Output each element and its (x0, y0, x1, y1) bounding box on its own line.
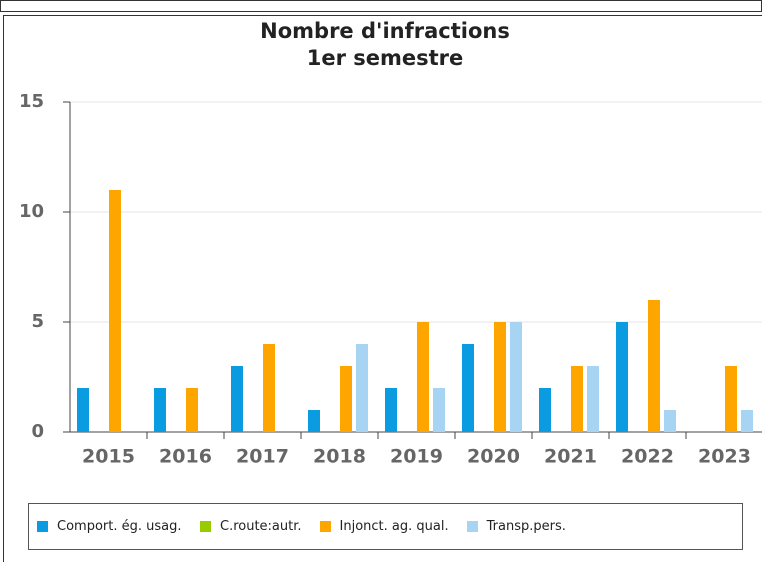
x-tick-label: 2021 (544, 446, 597, 468)
legend-label: Injonct. ag. qual. (339, 519, 449, 534)
top-frame (0, 0, 762, 12)
bar (433, 388, 445, 432)
bar (356, 344, 368, 432)
x-tick-label: 2023 (698, 446, 751, 468)
legend-swatch (466, 521, 478, 532)
bar (725, 366, 737, 432)
legend-swatch (319, 521, 331, 532)
bar (462, 344, 474, 432)
x-tick-label: 2016 (159, 446, 212, 468)
legend-swatch (200, 521, 211, 532)
x-tick-label: 2019 (390, 446, 443, 468)
bar (77, 388, 89, 432)
x-tick-label: 2018 (313, 446, 366, 468)
bar (109, 190, 121, 432)
y-tick-label: 0 (31, 421, 44, 442)
legend-swatch (37, 521, 48, 532)
bar (616, 322, 628, 432)
bar (385, 388, 397, 432)
bar (587, 366, 599, 432)
bar (186, 388, 198, 432)
chart-title: Nombre d'infractions (260, 19, 510, 43)
legend-item: Injonct. ag. qual. (319, 519, 449, 534)
bar (539, 388, 551, 432)
bar (494, 322, 506, 432)
y-tick-label: 5 (31, 311, 44, 332)
chart-subtitle: 1er semestre (307, 46, 464, 70)
legend-label: Transp.pers. (486, 519, 566, 534)
bar (308, 410, 320, 432)
y-tick-label: 15 (19, 91, 44, 112)
x-tick-label: 2015 (82, 446, 135, 468)
x-tick-label: 2022 (621, 446, 674, 468)
bar (510, 322, 522, 432)
bar (417, 322, 429, 432)
bar (571, 366, 583, 432)
legend-item: Comport. ég. usag. (37, 519, 182, 534)
x-tick-label: 2020 (467, 446, 520, 468)
y-tick-label: 10 (19, 201, 44, 222)
legend-item: C.route:autr. (200, 519, 302, 534)
legend-label: C.route:autr. (220, 519, 302, 534)
bar (263, 344, 275, 432)
bar (741, 410, 753, 432)
legend-item: Transp.pers. (466, 519, 566, 534)
bar (664, 410, 676, 432)
bar (231, 366, 243, 432)
bar (648, 300, 660, 432)
bar (340, 366, 352, 432)
legend-label: Comport. ég. usag. (57, 519, 182, 534)
x-tick-label: 2017 (236, 446, 289, 468)
legend: Comport. ég. usag. C.route:autr. Injonct. … (28, 503, 743, 550)
bar (154, 388, 166, 432)
